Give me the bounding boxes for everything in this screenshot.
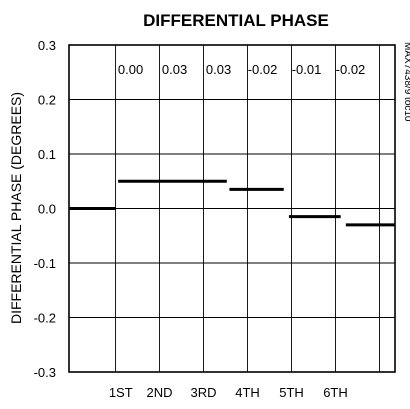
plot-frame xyxy=(68,44,396,373)
y-tick-label: -0.2 xyxy=(34,311,56,326)
side-note: MAX7438/9 toc10 xyxy=(402,42,410,122)
y-tick-label: 0.1 xyxy=(38,147,56,162)
y-tick-label: 0.3 xyxy=(38,38,56,53)
x-tick-label: 5TH xyxy=(279,385,304,400)
x-tick-label: 1ST xyxy=(109,385,133,400)
tick-label-layer: 0.3 0.2 0.1 0.0 -0.1 -0.2 -0.3 1ST 2ND 3RD 4TH 5TH 6… xyxy=(34,38,348,400)
x-tick-label: 3RD xyxy=(191,385,217,400)
top-value-label: 0.03 xyxy=(206,62,231,77)
top-value-layer: 0.00 0.03 0.03 -0.02 -0.01 -0.02 xyxy=(118,62,365,77)
grid-layer xyxy=(69,45,395,372)
x-tick-label: 4TH xyxy=(235,385,260,400)
y-axis-label: DIFFERENTIAL PHASE (DEGREES) xyxy=(8,92,24,324)
y-tick-label: 0.0 xyxy=(38,202,56,217)
top-value-label: -0.01 xyxy=(292,62,322,77)
top-value-label: 0.00 xyxy=(118,62,143,77)
y-tick-label: 0.2 xyxy=(38,93,56,108)
x-tick-label: 6TH xyxy=(323,385,348,400)
y-tick-label: -0.3 xyxy=(34,365,56,380)
top-value-label: -0.02 xyxy=(248,62,278,77)
top-value-label: -0.02 xyxy=(336,62,366,77)
x-tick-label: 2ND xyxy=(147,385,173,400)
series-layer xyxy=(69,179,395,227)
top-value-label: 0.03 xyxy=(162,62,187,77)
y-tick-label: -0.1 xyxy=(34,256,56,271)
chart-title: DIFFERENTIAL PHASE xyxy=(143,11,329,30)
